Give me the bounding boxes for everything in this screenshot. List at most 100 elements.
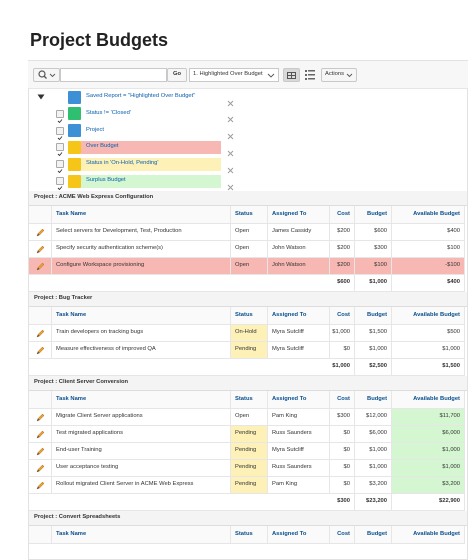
column-header[interactable]: Available Budget [392, 391, 465, 409]
filter-checkbox[interactable] [56, 109, 64, 123]
filter-label[interactable]: Saved Report = "Highlighted Over Budget" [86, 93, 196, 100]
report-select[interactable]: 1. Highlighted Over Budget [189, 68, 279, 82]
actions-button[interactable]: Actions [321, 68, 357, 82]
view-icons-button[interactable] [283, 68, 300, 82]
column-header-text: Assigned To [272, 210, 307, 217]
remove-filter[interactable] [227, 178, 234, 190]
edit-link[interactable] [29, 224, 52, 241]
edit-link[interactable] [29, 241, 52, 258]
column-header[interactable]: Cost [330, 391, 355, 409]
total-spacer [29, 359, 330, 376]
table-cell: Pending [231, 426, 268, 443]
edit-link[interactable] [29, 409, 52, 426]
column-header[interactable]: Status [231, 206, 268, 224]
column-header-text: Task Name [56, 395, 87, 402]
table-cell: Myra Sutcliff [268, 342, 330, 359]
table-cell: Pam King [268, 409, 330, 426]
column-header-text: Task Name [56, 311, 87, 318]
table-cell: $1,500 [355, 325, 392, 342]
table-cell: $1,000 [392, 443, 465, 460]
remove-filter[interactable] [227, 94, 234, 106]
check-mark [57, 152, 63, 157]
table-cell: $1,000 [330, 325, 355, 342]
table-cell: $1,000 [355, 443, 392, 460]
column-header[interactable]: Available Budget [392, 526, 465, 544]
column-header[interactable]: Available Budget [392, 206, 465, 224]
column-header-text: Assigned To [272, 311, 307, 318]
column-header[interactable]: Status [231, 391, 268, 409]
total-cell: $22,900 [392, 494, 465, 511]
column-header-text: Budget [367, 395, 387, 402]
column-header-text: Cost [337, 395, 350, 402]
column-header[interactable]: Cost [330, 526, 355, 544]
column-header[interactable]: Cost [330, 206, 355, 224]
edit-link[interactable] [29, 443, 52, 460]
filter-icon [68, 157, 81, 171]
edit-link[interactable] [29, 426, 52, 443]
remove-filter[interactable] [227, 127, 234, 140]
filter-icon [68, 90, 81, 104]
filter-label[interactable]: Status != 'Closed' [86, 109, 131, 116]
table-cell: $0 [330, 426, 355, 443]
column-header[interactable]: Available Budget [392, 307, 465, 325]
view-details-button[interactable] [302, 68, 318, 82]
filter-checkbox[interactable] [56, 126, 64, 140]
remove-filter[interactable] [227, 161, 234, 174]
column-header[interactable]: Task Name [52, 307, 231, 325]
report-select-text: 1. Highlighted Over Budget [193, 71, 263, 78]
remove-filter-glyph [227, 184, 234, 190]
column-header-text: Status [235, 210, 253, 217]
filter-checkbox[interactable] [56, 177, 64, 191]
column-header-text: Cost [337, 311, 350, 318]
edit-link[interactable] [29, 460, 52, 477]
column-header[interactable]: Task Name [52, 391, 231, 409]
column-header[interactable]: Budget [355, 526, 392, 544]
group-header: Project : Client Server Conversion [29, 376, 467, 391]
column-header[interactable]: Task Name [52, 206, 231, 224]
table-cell: Migrate Client Server applications [52, 409, 231, 426]
table-cell: $100 [355, 258, 392, 275]
filter-label[interactable]: Project [86, 126, 105, 133]
column-header-text: Assigned To [272, 395, 307, 402]
filter-checkbox[interactable] [56, 143, 64, 157]
filter-label[interactable]: Over Budget [81, 140, 221, 154]
edit-link[interactable] [29, 342, 52, 359]
column-header[interactable]: Assigned To [268, 526, 330, 544]
column-header[interactable]: Assigned To [268, 391, 330, 409]
table-cell: James Cassidy [268, 224, 330, 241]
table-cell: $600 [355, 224, 392, 241]
column-header[interactable]: Cost [330, 307, 355, 325]
table-cell: $1,000 [392, 460, 465, 477]
column-header[interactable]: Status [231, 526, 268, 544]
column-header-text: Budget [367, 530, 387, 537]
table-cell: $0 [330, 443, 355, 460]
edit-link[interactable] [29, 258, 52, 275]
table-cell: Pam King [268, 477, 330, 494]
column-header[interactable]: Assigned To [268, 307, 330, 325]
pencil-icon [36, 329, 44, 337]
column-header[interactable]: Budget [355, 391, 392, 409]
column-header[interactable]: Budget [355, 307, 392, 325]
filter-label[interactable]: Status in 'On-Hold, Pending' [81, 157, 221, 171]
table-cell: Pending [231, 460, 268, 477]
search-input[interactable] [60, 68, 167, 82]
column-header[interactable]: Budget [355, 206, 392, 224]
pencil-icon [36, 481, 44, 489]
group-header: Project : Convert Spreadsheets [29, 511, 467, 526]
column-header-spacer [29, 206, 52, 224]
filter-checkbox[interactable] [56, 160, 64, 174]
search-column-menu[interactable] [33, 68, 60, 82]
column-header[interactable]: Assigned To [268, 206, 330, 224]
table-cell: $1,000 [392, 342, 465, 359]
remove-filter[interactable] [227, 110, 234, 123]
actions-arrow [346, 73, 353, 77]
edit-link[interactable] [29, 325, 52, 342]
edit-link[interactable] [29, 477, 52, 494]
collapse-caret[interactable] [37, 94, 45, 100]
column-header[interactable]: Status [231, 307, 268, 325]
total-cell: $1,500 [392, 359, 465, 376]
column-header[interactable]: Task Name [52, 526, 231, 544]
remove-filter[interactable] [227, 144, 234, 157]
go-button[interactable]: Go [167, 68, 187, 82]
filter-label[interactable]: Surplus Budget [81, 174, 221, 188]
